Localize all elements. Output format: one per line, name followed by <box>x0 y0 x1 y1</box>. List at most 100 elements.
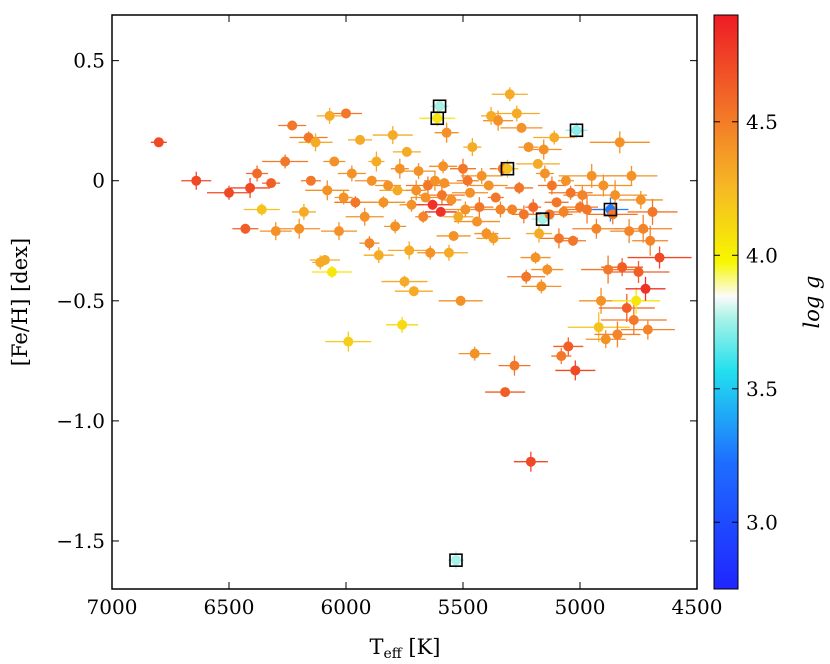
data-point <box>495 204 506 215</box>
data-point <box>486 110 497 121</box>
x-tick-label: 4500 <box>672 595 723 619</box>
data-point <box>617 262 628 273</box>
data-point <box>305 175 316 186</box>
x-axis-label-main: T <box>370 635 384 659</box>
highlight-square <box>535 212 550 226</box>
data-point <box>610 190 621 201</box>
x-axis-label-subscript: eff <box>384 646 403 662</box>
data-point <box>633 266 644 277</box>
highlight-square <box>569 123 584 138</box>
highlight-square <box>449 553 463 567</box>
data-point <box>654 252 665 263</box>
data-point <box>256 204 267 215</box>
data-point <box>612 329 623 340</box>
data-point <box>310 137 321 148</box>
data-point <box>534 228 545 239</box>
error-bars <box>150 87 692 570</box>
data-point <box>153 137 164 148</box>
data-point <box>434 101 445 112</box>
data-point <box>392 185 403 196</box>
data-point <box>549 132 560 143</box>
data-point <box>324 110 335 121</box>
data-point <box>394 163 405 174</box>
data-point <box>514 182 525 193</box>
data-point <box>390 221 401 232</box>
data-point <box>441 127 452 138</box>
data-point <box>322 185 333 196</box>
data-point <box>560 175 571 186</box>
data-point <box>401 146 412 157</box>
highlight-square <box>603 202 618 217</box>
data-point <box>326 266 337 277</box>
data-point <box>532 158 543 169</box>
colorbar-tick-label: 3.5 <box>746 377 778 401</box>
data-point <box>504 89 515 100</box>
data-point <box>458 163 468 174</box>
colorbar-tick-label: 3.0 <box>746 510 778 534</box>
data-point <box>539 168 550 179</box>
data-point <box>460 204 471 215</box>
data-point <box>448 230 459 241</box>
y-tick-label: −1.5 <box>56 529 105 553</box>
data-point <box>528 202 539 213</box>
data-point <box>523 142 534 153</box>
data-point <box>224 187 234 198</box>
data-point <box>530 252 541 263</box>
data-point <box>537 214 548 225</box>
data-point <box>638 223 649 234</box>
colorbar-ticks: 4.5 4.0 3.5 3.0 <box>714 110 778 534</box>
data-point <box>399 276 410 287</box>
colorbar-tick-label: 4.0 <box>746 243 778 267</box>
data-point <box>319 254 330 265</box>
data-point <box>509 360 520 371</box>
data-point <box>270 226 281 237</box>
data-point <box>453 211 464 222</box>
x-tick-label: 6000 <box>321 595 372 619</box>
data-point <box>521 271 532 282</box>
data-point <box>472 216 483 227</box>
data-point <box>542 264 553 275</box>
data-point <box>355 134 366 145</box>
data-point <box>338 192 349 203</box>
data-point <box>191 175 202 186</box>
y-tick-label: −1.0 <box>56 409 105 433</box>
x-axis-ticks: 7000 6500 6000 5500 5000 4500 <box>87 15 723 619</box>
data-point <box>446 194 457 205</box>
highlight-square <box>500 161 515 176</box>
data-points <box>153 89 665 566</box>
data-point <box>341 108 351 119</box>
y-tick-label: 0.5 <box>73 49 105 73</box>
data-point <box>628 315 639 326</box>
data-point <box>378 197 389 208</box>
data-point <box>642 324 653 335</box>
data-point <box>567 235 578 246</box>
data-point <box>364 238 375 249</box>
data-point <box>418 211 429 222</box>
data-point <box>343 336 354 347</box>
data-point <box>586 170 597 181</box>
data-point <box>556 351 567 362</box>
data-point <box>266 178 277 189</box>
data-point <box>252 168 263 179</box>
data-point <box>436 190 447 201</box>
data-point <box>346 168 357 179</box>
x-axis-label-unit: [K] <box>402 635 441 659</box>
data-point <box>429 175 440 186</box>
data-point <box>645 235 656 246</box>
data-point <box>287 120 298 131</box>
data-point <box>571 125 582 136</box>
data-point <box>603 264 614 275</box>
data-point <box>516 122 527 133</box>
colorbar <box>713 14 739 590</box>
data-point <box>558 206 569 217</box>
data-point <box>600 334 611 345</box>
data-point <box>493 115 504 126</box>
data-point <box>350 197 361 208</box>
data-point <box>455 295 466 306</box>
highlighted-stars <box>430 99 618 567</box>
data-point <box>432 113 443 124</box>
data-point <box>462 175 473 186</box>
data-point <box>624 226 635 237</box>
data-point <box>427 199 438 210</box>
